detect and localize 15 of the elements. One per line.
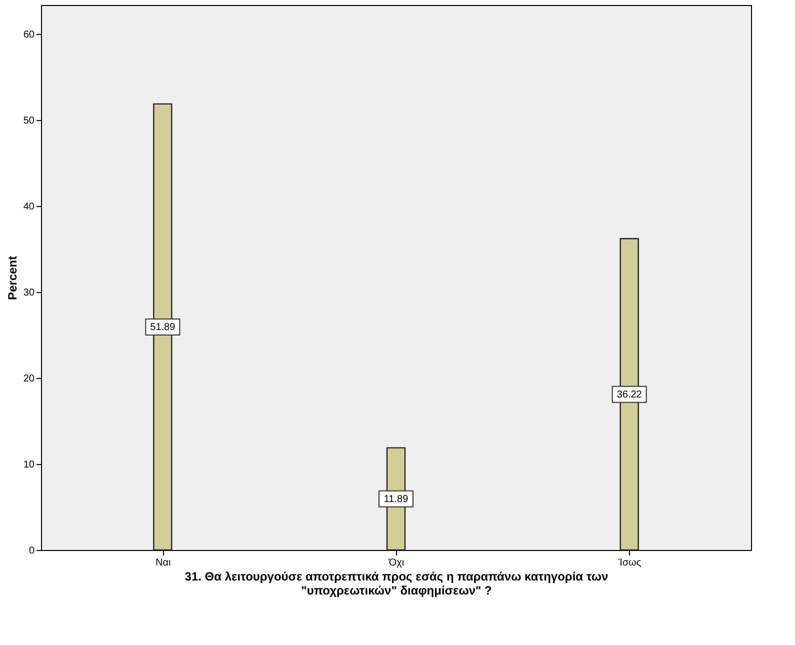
data-label: 36.22 — [616, 389, 642, 400]
y-tick-label: 60 — [23, 30, 35, 41]
y-tick-label: 10 — [23, 460, 35, 471]
data-label: 11.89 — [384, 494, 409, 505]
data-label: 51.89 — [150, 322, 176, 333]
x-axis-title: 31. Θα λειτουργούσε αποτρεπτικά προς εσάς η παραπάνω κατηγορία των "υποχρεωτικών" διαφημίσεων" ? — [184, 570, 609, 598]
y-tick-label: 0 — [28, 546, 35, 556]
y-tick-label: 20 — [23, 374, 35, 385]
x-tick-label: Ίσως — [618, 558, 642, 568]
y-tick-label: 30 — [23, 288, 35, 299]
y-tick-label: 50 — [23, 116, 35, 127]
x-tick-label: Ναι — [156, 558, 171, 568]
y-axis-title: Percent — [5, 256, 20, 300]
x-tick-label: Όχι — [388, 558, 404, 568]
y-tick-label: 40 — [23, 202, 35, 213]
